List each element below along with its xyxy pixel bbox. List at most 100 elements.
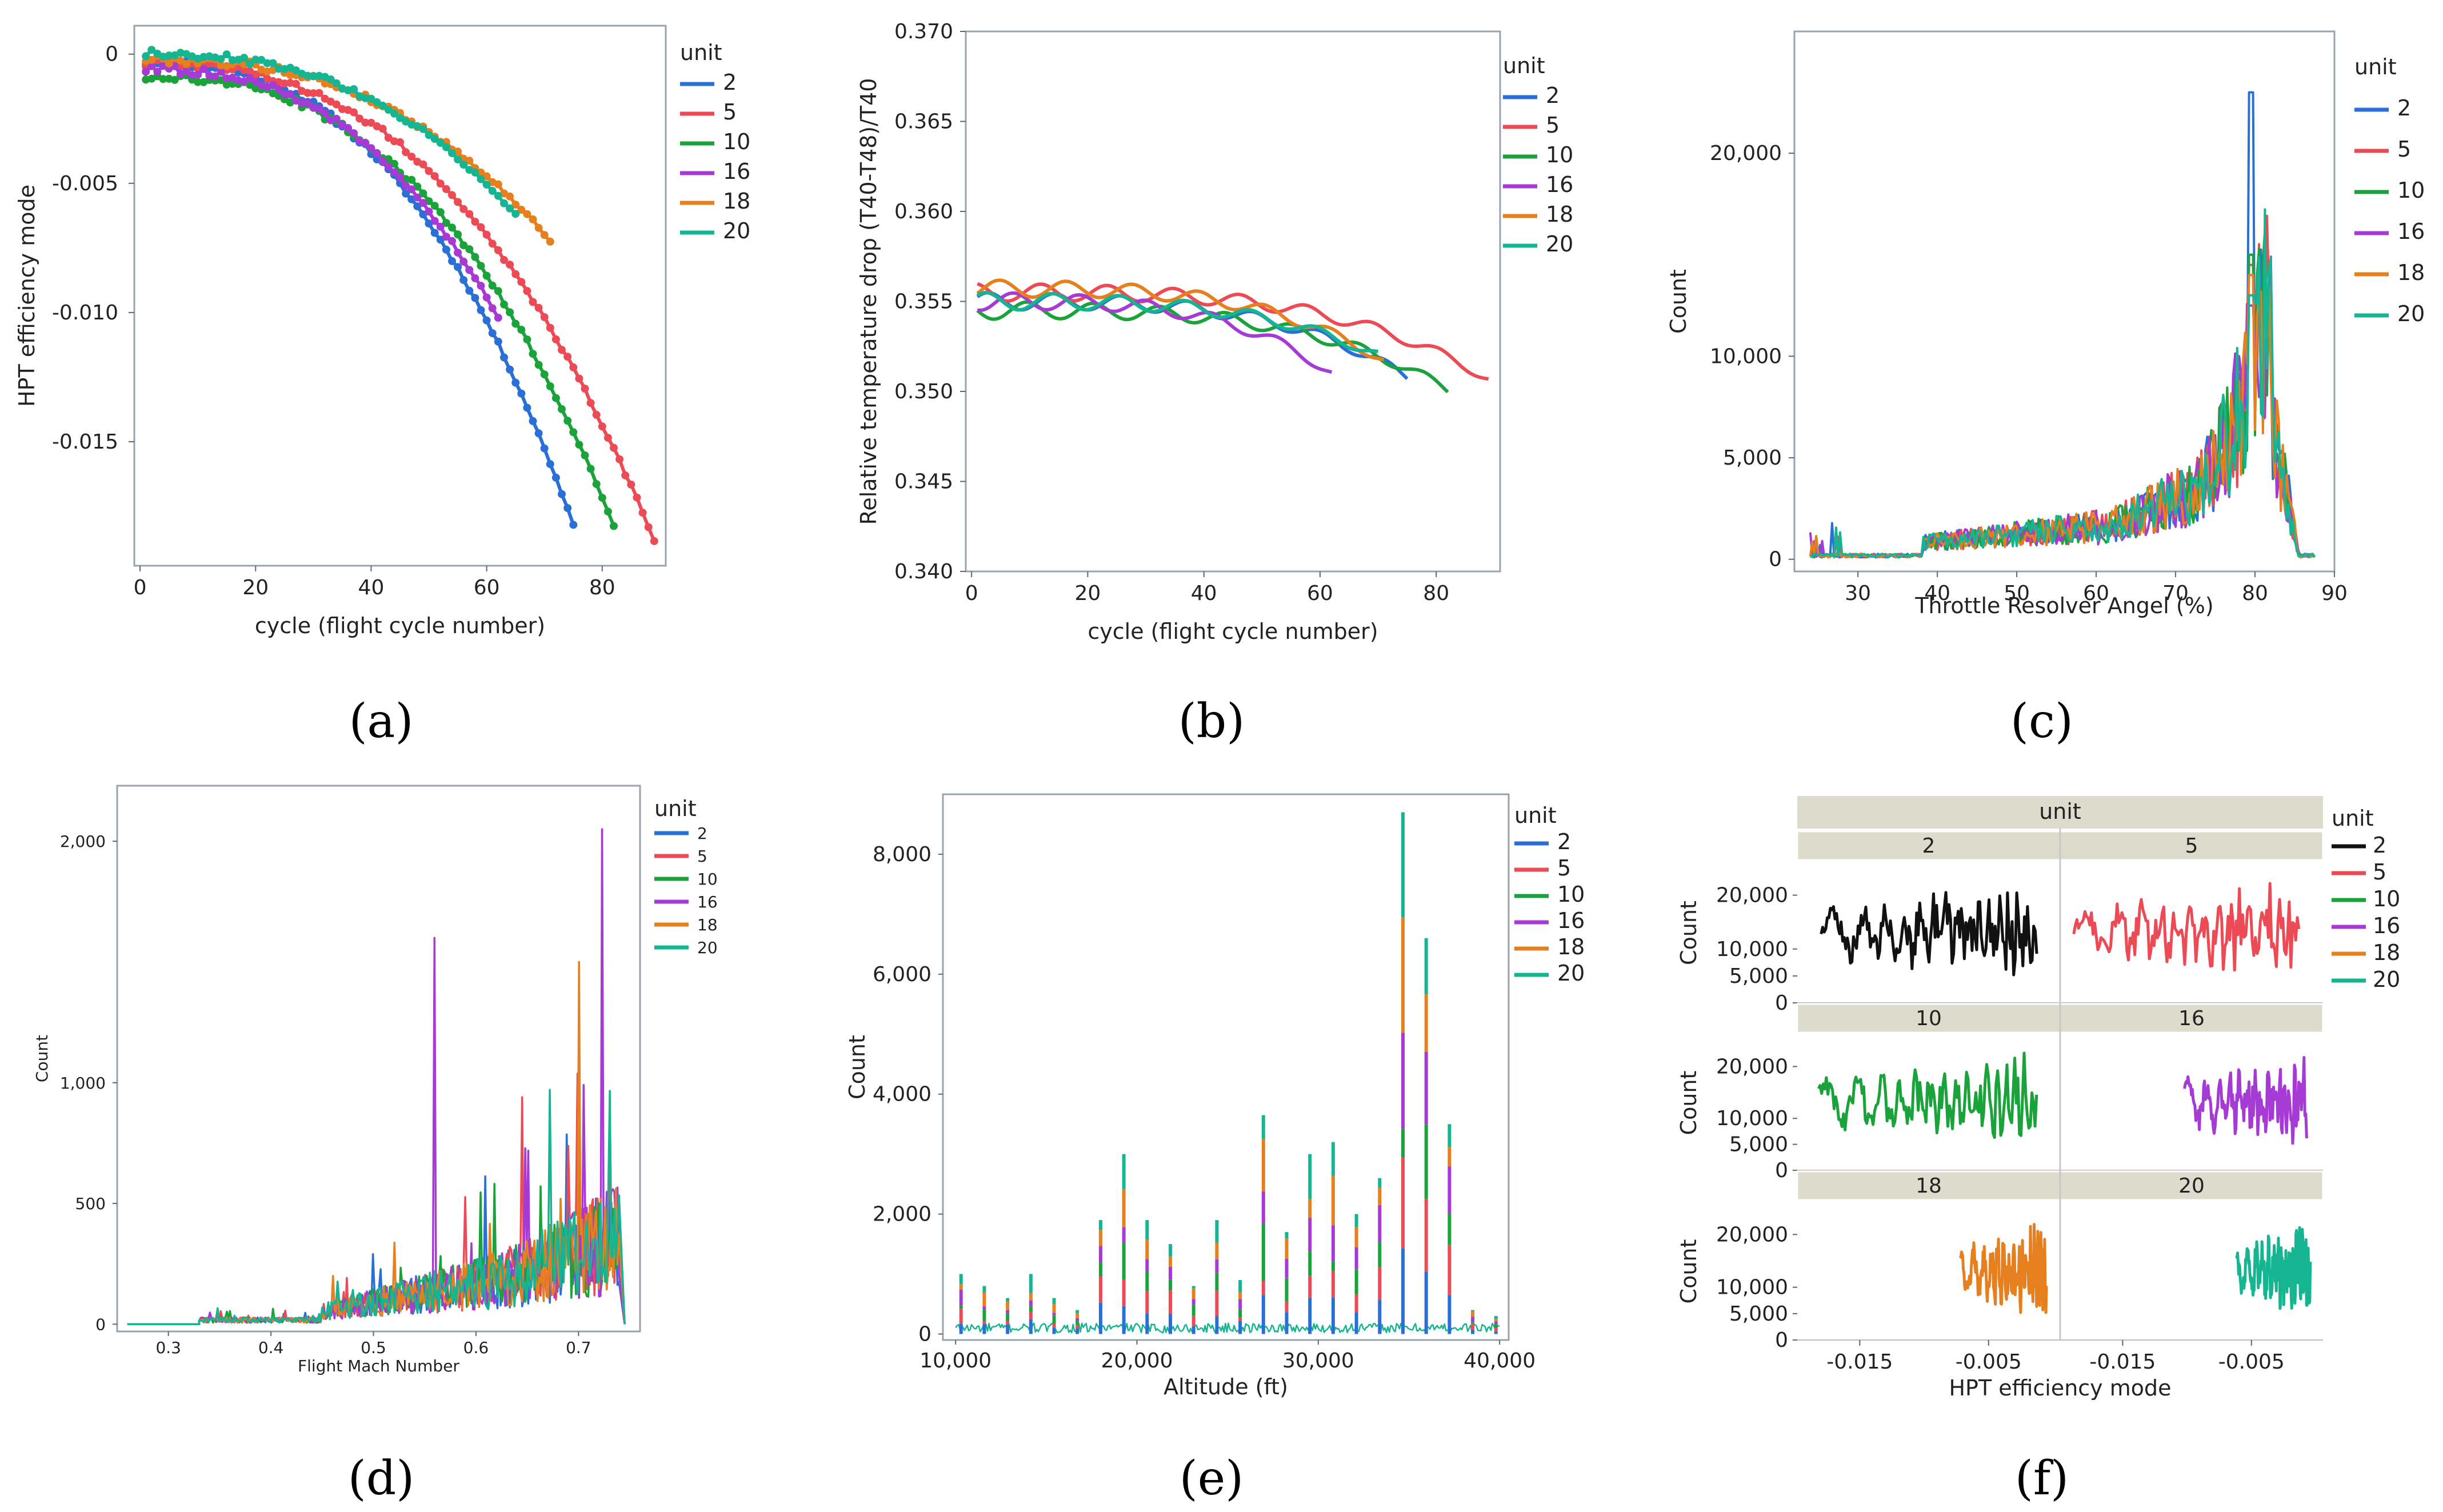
data-point-unit-5 — [627, 481, 635, 489]
data-point-unit-10 — [477, 262, 485, 270]
data-point-unit-16 — [488, 304, 497, 313]
data-point-unit-5 — [546, 323, 554, 332]
y-tick-label: 20,000 — [1716, 1223, 1788, 1246]
data-point-unit-16 — [482, 293, 491, 302]
y-tick-label: 2,000 — [60, 832, 106, 851]
facet-series-unit-18 — [1958, 1223, 2048, 1314]
data-point-unit-18 — [165, 59, 173, 68]
y-axis-label: Count — [1676, 901, 1701, 965]
y-tick-label: 0.340 — [894, 560, 953, 583]
data-point-unit-5 — [592, 410, 601, 419]
plot-frame — [965, 30, 1501, 573]
x-tick-label: 70 — [2162, 582, 2189, 605]
x-tick-label: 60 — [2083, 582, 2109, 605]
series-line-unit-10 — [145, 73, 615, 527]
data-point-unit-10 — [465, 245, 474, 254]
facet-label-20: 20 — [2178, 1174, 2205, 1198]
data-point-unit-20 — [251, 55, 260, 64]
data-point-unit-16 — [436, 222, 445, 231]
data-point-unit-20 — [246, 60, 254, 69]
x-tick-label: 0 — [965, 582, 978, 605]
data-point-unit-10 — [569, 428, 578, 437]
data-point-unit-16 — [315, 105, 323, 113]
data-point-unit-2 — [402, 189, 410, 198]
y-tick-label: 2,000 — [873, 1203, 931, 1226]
data-point-unit-20 — [511, 210, 520, 218]
data-point-unit-20 — [142, 52, 150, 61]
data-point-unit-16 — [465, 266, 474, 274]
data-point-unit-5 — [598, 422, 606, 431]
x-tick-label: 20,000 — [1101, 1349, 1173, 1373]
legend-label: 20 — [1557, 961, 1585, 986]
series-line-unit-18 — [1809, 274, 2316, 559]
y-tick-label: 5,000 — [1723, 446, 1782, 470]
data-point-unit-5 — [500, 256, 508, 264]
data-point-unit-20 — [326, 75, 335, 83]
data-point-unit-5 — [378, 125, 387, 133]
x-tick-label: -0.015 — [2089, 1350, 2156, 1374]
data-point-unit-5 — [425, 167, 433, 175]
data-point-unit-10 — [194, 78, 202, 86]
data-point-unit-10 — [563, 417, 572, 425]
legend-label: 2 — [2397, 95, 2411, 121]
y-axis-label: HPT efficiency mode — [14, 185, 39, 407]
data-point-unit-10 — [459, 241, 468, 250]
data-point-unit-10 — [523, 335, 531, 344]
x-axis-label: HPT efficiency mode — [1949, 1375, 2171, 1401]
series-line-unit-2 — [1809, 91, 2316, 559]
data-point-unit-5 — [384, 134, 393, 142]
y-tick-label: 10,000 — [1716, 938, 1788, 961]
data-point-unit-5 — [315, 89, 323, 97]
baseline-noise — [955, 1322, 1500, 1334]
y-tick-label: 0 — [1775, 1329, 1788, 1352]
data-point-unit-5 — [558, 346, 566, 354]
data-point-unit-20 — [494, 191, 502, 200]
data-point-unit-18 — [540, 231, 549, 239]
data-point-unit-10 — [448, 223, 456, 232]
data-point-unit-18 — [529, 215, 537, 223]
data-point-unit-2 — [529, 417, 537, 425]
x-axis-label: Altitude (ft) — [1163, 1374, 1288, 1399]
facet-series-unit-10 — [1817, 1051, 2038, 1139]
legend-label: 10 — [697, 870, 718, 889]
legend-label: 20 — [2373, 967, 2400, 992]
data-point-unit-5 — [633, 493, 641, 502]
data-point-unit-5 — [581, 385, 589, 393]
data-point-unit-2 — [448, 257, 456, 265]
data-point-unit-5 — [459, 205, 468, 213]
series-line-unit-20 — [976, 291, 1379, 354]
x-tick-label: 0 — [134, 576, 147, 599]
y-tick-label: 0.350 — [894, 380, 953, 403]
data-point-unit-20 — [367, 94, 375, 103]
data-point-unit-16 — [251, 78, 260, 86]
y-tick-label: 0.360 — [894, 200, 953, 223]
data-point-unit-20 — [477, 175, 485, 183]
facet-label-16: 16 — [2178, 1007, 2205, 1030]
data-point-unit-18 — [494, 180, 502, 189]
data-point-unit-20 — [361, 94, 370, 102]
y-tick-label: -0.005 — [52, 172, 118, 195]
y-tick-label: 5,000 — [1729, 1133, 1788, 1157]
y-tick-label: 6,000 — [873, 963, 931, 986]
data-point-unit-10 — [603, 507, 612, 516]
x-tick-label: 30 — [1845, 582, 1871, 605]
y-tick-label: 8,000 — [873, 843, 931, 866]
x-tick-label: -0.005 — [2218, 1350, 2285, 1374]
legend-label: 18 — [1546, 202, 1573, 227]
x-tick-label: 20 — [1075, 582, 1101, 605]
data-point-unit-20 — [350, 85, 358, 93]
data-point-unit-18 — [523, 210, 531, 218]
data-point-unit-10 — [454, 230, 462, 239]
y-tick-label: 10,000 — [1716, 1107, 1788, 1130]
data-point-unit-16 — [390, 168, 398, 177]
data-point-unit-16 — [419, 199, 427, 207]
legend-label: 20 — [2397, 301, 2425, 326]
data-point-unit-20 — [373, 98, 381, 106]
data-point-unit-2 — [506, 365, 514, 374]
data-point-unit-5 — [430, 172, 439, 181]
data-point-unit-18 — [465, 157, 474, 165]
x-tick-label: 90 — [2321, 582, 2348, 605]
y-axis-label: Count — [845, 1035, 870, 1099]
data-point-unit-20 — [332, 79, 341, 87]
data-point-unit-5 — [563, 353, 572, 361]
